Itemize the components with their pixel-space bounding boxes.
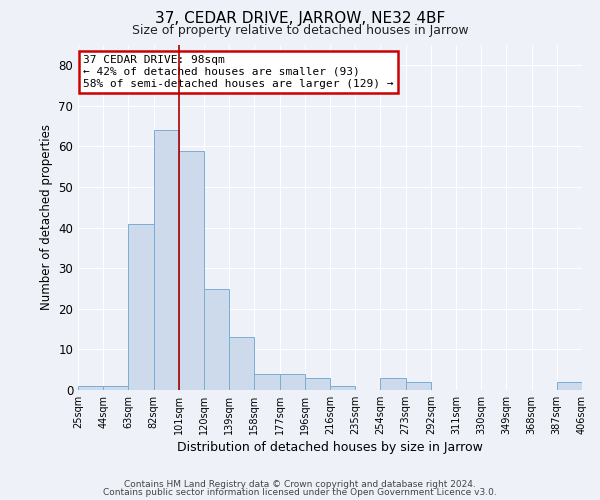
Bar bbox=[204, 288, 229, 390]
Text: Contains public sector information licensed under the Open Government Licence v3: Contains public sector information licen… bbox=[103, 488, 497, 497]
Bar bbox=[254, 374, 280, 390]
Bar bbox=[557, 382, 582, 390]
Bar bbox=[179, 150, 204, 390]
Bar bbox=[280, 374, 305, 390]
Y-axis label: Number of detached properties: Number of detached properties bbox=[40, 124, 53, 310]
Bar bbox=[305, 378, 330, 390]
Text: 37 CEDAR DRIVE: 98sqm
← 42% of detached houses are smaller (93)
58% of semi-deta: 37 CEDAR DRIVE: 98sqm ← 42% of detached … bbox=[83, 56, 394, 88]
Text: Contains HM Land Registry data © Crown copyright and database right 2024.: Contains HM Land Registry data © Crown c… bbox=[124, 480, 476, 489]
Text: 37, CEDAR DRIVE, JARROW, NE32 4BF: 37, CEDAR DRIVE, JARROW, NE32 4BF bbox=[155, 11, 445, 26]
X-axis label: Distribution of detached houses by size in Jarrow: Distribution of detached houses by size … bbox=[177, 441, 483, 454]
Bar bbox=[154, 130, 179, 390]
Bar bbox=[103, 386, 128, 390]
Bar bbox=[229, 337, 254, 390]
Bar bbox=[78, 386, 103, 390]
Bar bbox=[128, 224, 154, 390]
Bar bbox=[406, 382, 431, 390]
Bar bbox=[380, 378, 406, 390]
Text: Size of property relative to detached houses in Jarrow: Size of property relative to detached ho… bbox=[131, 24, 469, 37]
Bar bbox=[330, 386, 355, 390]
